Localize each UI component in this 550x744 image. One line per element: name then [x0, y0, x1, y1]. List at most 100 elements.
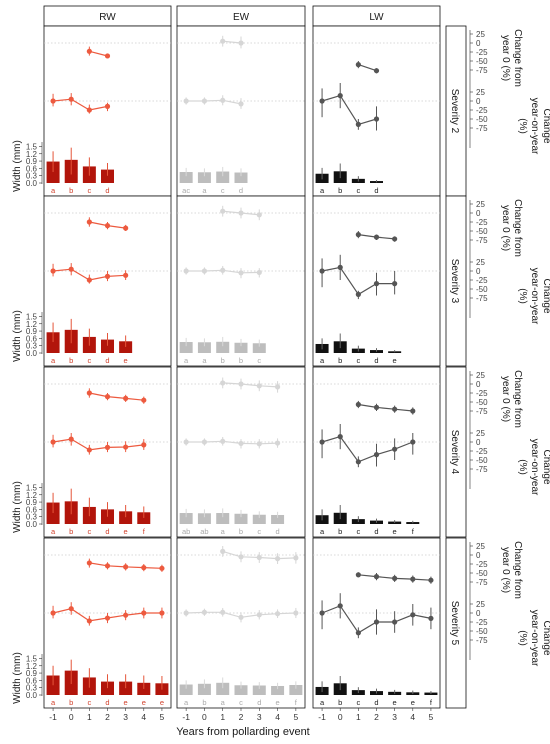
x-tick-label: 4 [275, 712, 280, 722]
change-from-year0-point [257, 555, 262, 560]
x-tick-label: 5 [429, 712, 434, 722]
change-year-on-year-point [410, 439, 415, 444]
y-tick-label-right: -50 [476, 569, 488, 578]
y-axis-title-change-year-on-year: Changeyear-on-year(%) [517, 439, 550, 496]
change-year-on-year-point [50, 439, 55, 444]
y-tick-label-right: 0 [476, 438, 481, 447]
column-label-ew: EW [233, 12, 250, 23]
y-tick-label-right: -75 [476, 578, 488, 587]
bar-letter: e [393, 527, 397, 536]
bar-letter: b [69, 356, 73, 365]
y-tick-label-right: -50 [476, 57, 488, 66]
bar-letter: e [275, 698, 279, 707]
change-year-on-year-point [374, 281, 379, 286]
x-tick-label: -1 [182, 712, 190, 722]
bar-letter: e [393, 698, 397, 707]
change-year-on-year-point [293, 610, 298, 615]
y-tick-label-right: -25 [476, 447, 488, 456]
change-year-on-year-point [356, 122, 361, 127]
y-tick-label-right: -75 [476, 636, 488, 645]
x-tick-label: 0 [69, 712, 74, 722]
change-from-year0-point [238, 40, 243, 45]
bar-letter: d [374, 186, 378, 195]
change-from-year0-point [428, 578, 433, 583]
bar-letter: d [105, 186, 109, 195]
change-year-on-year-point [238, 441, 243, 446]
bar-letter: c [257, 527, 261, 536]
change-year-on-year-point [141, 610, 146, 615]
change-from-year0-point [87, 560, 92, 565]
y-tick-label-right: 25 [476, 600, 485, 609]
change-year-on-year-point [184, 268, 189, 273]
bar-letter: b [338, 186, 342, 195]
y-tick-label-right: 25 [476, 542, 485, 551]
change-year-on-year-point [159, 610, 164, 615]
change-year-on-year-point [338, 265, 343, 270]
x-tick-label: 4 [141, 712, 146, 722]
y-tick-label-right: 25 [476, 429, 485, 438]
y-tick-label-right: 0 [476, 551, 481, 560]
y-tick-label-left: 1.5 [26, 483, 38, 492]
y-tick-label-right: -25 [476, 218, 488, 227]
change-year-on-year-point [275, 611, 280, 616]
change-from-year0-point [257, 383, 262, 388]
bar-letter: c [356, 186, 360, 195]
change-year-on-year-point [374, 116, 379, 121]
y-tick-label-right: -75 [476, 407, 488, 416]
bar-letter: c [87, 527, 91, 536]
change-from-year0-point [105, 563, 110, 568]
bar-letter: b [338, 527, 342, 536]
x-tick-label: 1 [220, 712, 225, 722]
y-tick-label-right: -25 [476, 389, 488, 398]
change-from-year0-point [410, 577, 415, 582]
change-year-on-year-point [50, 610, 55, 615]
bar-letter: c [221, 186, 225, 195]
y-tick-label-right: -75 [476, 66, 488, 75]
change-from-year0-point [123, 226, 128, 231]
y-tick-label-right: 0 [476, 267, 481, 276]
y-axis-title-width: Width (mm) [12, 140, 23, 192]
y-tick-label-right: 0 [476, 97, 481, 106]
bar-letter: c [239, 698, 243, 707]
change-from-year0-point [275, 384, 280, 389]
change-from-year0-point [105, 53, 110, 58]
y-tick-label-right: -50 [476, 456, 488, 465]
change-from-year0-point [356, 232, 361, 237]
change-year-on-year-point [69, 97, 74, 102]
x-tick-label: 2 [239, 712, 244, 722]
y-tick-label-right: 25 [476, 200, 485, 209]
x-tick-label: 3 [257, 712, 262, 722]
change-year-on-year-point [338, 93, 343, 98]
bar-letter: b [338, 698, 342, 707]
bar-letter: ab [200, 527, 208, 536]
change-year-on-year-point [410, 612, 415, 617]
x-tick-label: 2 [374, 712, 379, 722]
y-axis-title-change-year-on-year: Changeyear-on-year(%) [517, 268, 550, 325]
change-year-on-year-point [220, 98, 225, 103]
y-tick-label-right: -25 [476, 276, 488, 285]
bar-letter: e [124, 356, 128, 365]
change-year-on-year-point [374, 452, 379, 457]
change-year-on-year-point [202, 98, 207, 103]
y-tick-label-left: 1.5 [26, 654, 38, 663]
change-year-on-year-point [141, 442, 146, 447]
y-tick-label-right: -75 [476, 294, 488, 303]
bar-letter: b [69, 186, 73, 195]
bar-letter: d [105, 356, 109, 365]
change-year-on-year-point [87, 277, 92, 282]
change-year-on-year-point [238, 101, 243, 106]
change-from-year0-point [392, 407, 397, 412]
x-tick-label: 0 [338, 712, 343, 722]
bar-letter: c [356, 698, 360, 707]
bar-letter: c [87, 356, 91, 365]
change-year-on-year-point [69, 606, 74, 611]
change-from-year0-point [238, 210, 243, 215]
y-tick-label-right: 0 [476, 39, 481, 48]
change-year-on-year-point [87, 618, 92, 623]
y-tick-label-right: -50 [476, 285, 488, 294]
bar-letter: c [87, 186, 91, 195]
change-year-on-year-point [69, 437, 74, 442]
x-axis-title: Years from pollarding event [176, 726, 310, 738]
y-axis-title-change-from-year0: Change fromyear 0 (%) [500, 199, 523, 257]
row-strip-label: Severity 3 [449, 259, 460, 304]
